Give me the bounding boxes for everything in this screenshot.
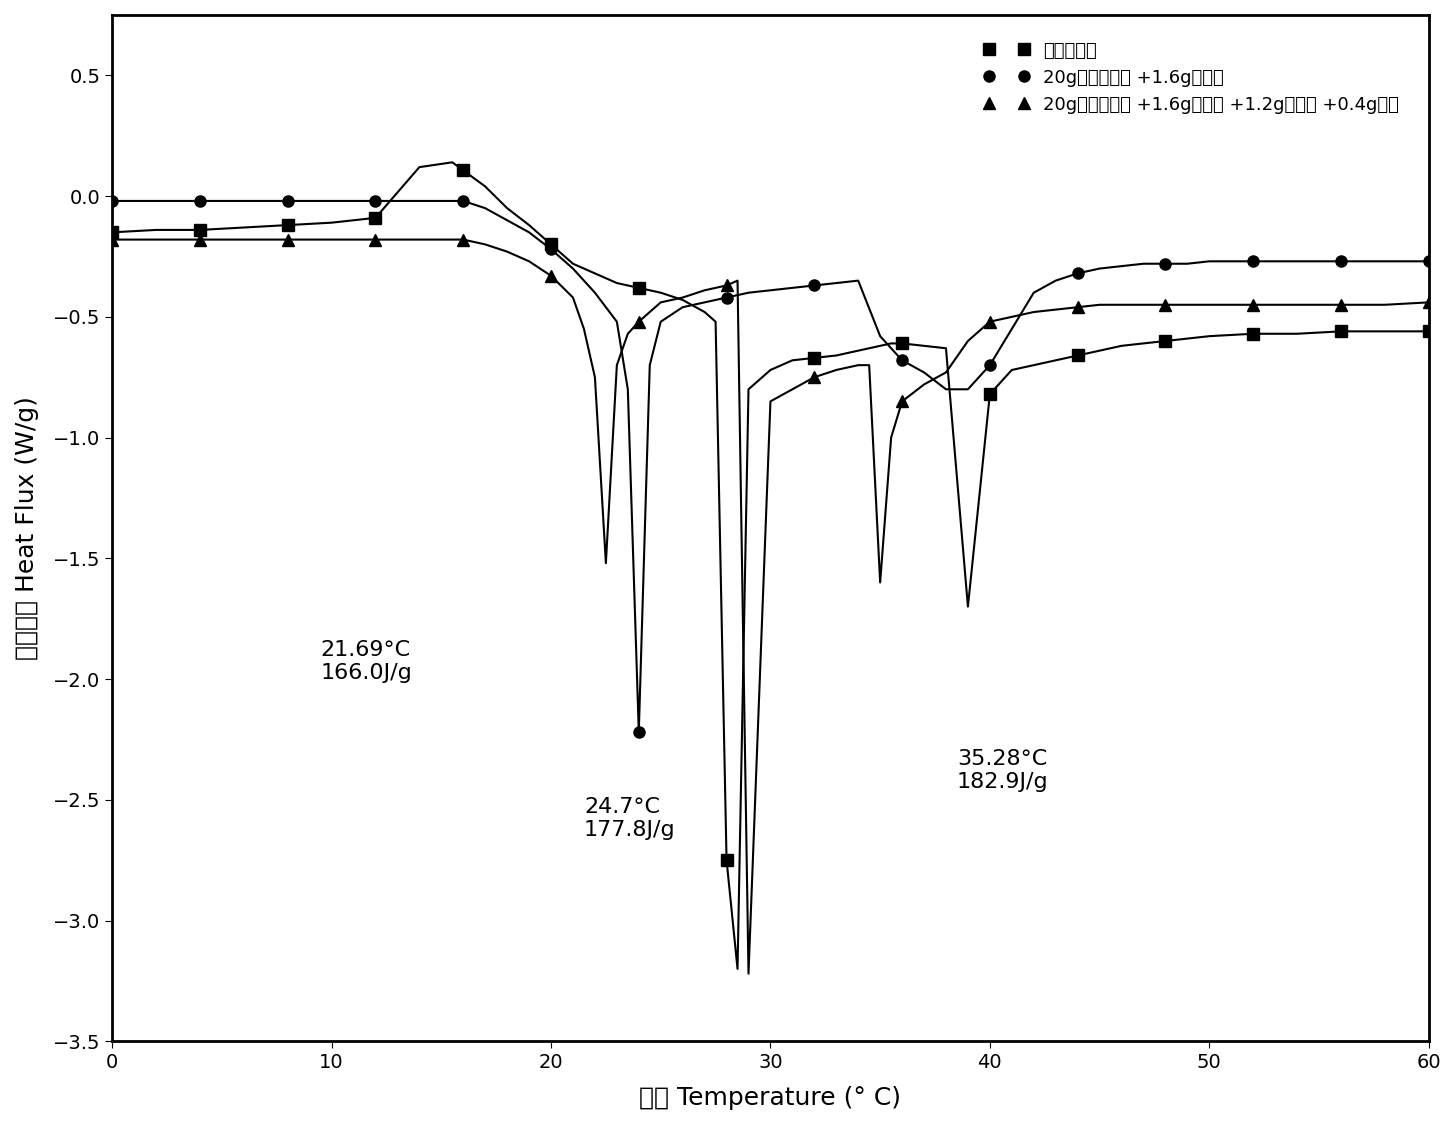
Text: 24.7°C
177.8J/g: 24.7°C 177.8J/g <box>584 796 676 840</box>
20g磷酸氢二钠 +1.6g氯化钾 <box>1332 254 1350 268</box>
磷酸氢二钠 <box>280 218 297 232</box>
20g磷酸氢二钠 +1.6g氯化钾 <box>894 353 911 367</box>
20g磷酸氢二钠 +1.6g氯化钾 <box>1156 256 1174 270</box>
磷酸氢二钠 <box>981 387 999 400</box>
20g磷酸氢二钠 +1.6g氯化钾 <box>718 290 735 304</box>
20g磷酸氢二钠 +1.6g氯化钾 +1.2g硅酸钠 +0.4g石墨 <box>191 233 208 246</box>
磷酸氢二钠 <box>718 854 735 867</box>
20g磷酸氢二钠 +1.6g氯化钾 +1.2g硅酸钠 +0.4g石墨 <box>1245 298 1262 312</box>
磷酸氢二钠 <box>1156 334 1174 348</box>
20g磷酸氢二钠 +1.6g氯化钾 +1.2g硅酸钠 +0.4g石墨 <box>1420 296 1437 309</box>
磷酸氢二钠 <box>191 223 208 236</box>
磷酸氢二钠 <box>454 163 472 177</box>
磷酸氢二钠 <box>542 237 559 251</box>
磷酸氢二钠 <box>367 212 384 225</box>
磷酸氢二钠 <box>894 336 911 350</box>
20g磷酸氢二钠 +1.6g氯化钾 +1.2g硅酸钠 +0.4g石墨 <box>103 233 121 246</box>
20g磷酸氢二钠 +1.6g氯化钾 +1.2g硅酸钠 +0.4g石墨 <box>981 315 999 328</box>
20g磷酸氢二钠 +1.6g氯化钾 <box>542 243 559 256</box>
磷酸氢二钠 <box>1332 325 1350 339</box>
20g磷酸氢二钠 +1.6g氯化钾 +1.2g硅酸钠 +0.4g石墨 <box>718 279 735 292</box>
20g磷酸氢二钠 +1.6g氯化钾 <box>454 195 472 208</box>
磷酸氢二钠 <box>1069 349 1086 362</box>
20g磷酸氢二钠 +1.6g氯化钾 <box>1420 254 1437 268</box>
20g磷酸氢二钠 +1.6g氯化钾 <box>805 279 823 292</box>
20g磷酸氢二钠 +1.6g氯化钾 +1.2g硅酸钠 +0.4g石墨 <box>805 370 823 384</box>
20g磷酸氢二钠 +1.6g氯化钾 <box>1245 254 1262 268</box>
磷酸氢二钠 <box>630 281 648 295</box>
20g磷酸氢二钠 +1.6g氯化钾 <box>191 195 208 208</box>
Text: 21.69°C
166.0J/g: 21.69°C 166.0J/g <box>320 640 412 683</box>
20g磷酸氢二钠 +1.6g氯化钾 +1.2g硅酸钠 +0.4g石墨 <box>542 269 559 282</box>
20g磷酸氢二钠 +1.6g氯化钾 +1.2g硅酸钠 +0.4g石墨 <box>894 395 911 408</box>
Text: 35.28°C
182.9J/g: 35.28°C 182.9J/g <box>957 748 1048 792</box>
20g磷酸氢二钠 +1.6g氯化钾 <box>103 195 121 208</box>
20g磷酸氢二钠 +1.6g氯化钾 +1.2g硅酸钠 +0.4g石墨 <box>454 233 472 246</box>
20g磷酸氢二钠 +1.6g氯化钾 <box>367 195 384 208</box>
Line: 磷酸氢二钠: 磷酸氢二钠 <box>106 164 1434 866</box>
Line: 20g磷酸氢二钠 +1.6g氯化钾 +1.2g硅酸钠 +0.4g石墨: 20g磷酸氢二钠 +1.6g氯化钾 +1.2g硅酸钠 +0.4g石墨 <box>106 234 1434 407</box>
20g磷酸氢二钠 +1.6g氯化钾 +1.2g硅酸钠 +0.4g石墨 <box>630 315 648 328</box>
磷酸氢二钠 <box>805 351 823 364</box>
20g磷酸氢二钠 +1.6g氯化钾 +1.2g硅酸钠 +0.4g石墨 <box>280 233 297 246</box>
20g磷酸氢二钠 +1.6g氯化钾 <box>630 726 648 739</box>
20g磷酸氢二钠 +1.6g氯化钾 <box>280 195 297 208</box>
磷酸氢二钠 <box>1245 327 1262 341</box>
20g磷酸氢二钠 +1.6g氯化钾 <box>981 359 999 372</box>
20g磷酸氢二钠 +1.6g氯化钾 +1.2g硅酸钠 +0.4g石墨 <box>1156 298 1174 312</box>
X-axis label: 温度 Temperature (° C): 温度 Temperature (° C) <box>639 1086 901 1110</box>
磷酸氢二钠 <box>1420 325 1437 339</box>
磷酸氢二钠 <box>103 226 121 240</box>
20g磷酸氢二钠 +1.6g氯化钾 +1.2g硅酸钠 +0.4g石墨 <box>1069 300 1086 314</box>
20g磷酸氢二钠 +1.6g氯化钾 +1.2g硅酸钠 +0.4g石墨 <box>367 233 384 246</box>
Legend: 磷酸氢二钠, 20g磷酸氢二钠 +1.6g氯化钾, 20g磷酸氢二钠 +1.6g氯化钾 +1.2g硅酸钠 +0.4g石墨: 磷酸氢二钠, 20g磷酸氢二钠 +1.6g氯化钾, 20g磷酸氢二钠 +1.6g… <box>977 34 1406 120</box>
Line: 20g磷酸氢二钠 +1.6g氯化钾: 20g磷酸氢二钠 +1.6g氯化钾 <box>106 196 1434 738</box>
20g磷酸氢二钠 +1.6g氯化钾 <box>1069 267 1086 280</box>
Y-axis label: 热流密度 Heat Flux (W/g): 热流密度 Heat Flux (W/g) <box>15 396 39 660</box>
20g磷酸氢二钠 +1.6g氯化钾 +1.2g硅酸钠 +0.4g石墨 <box>1332 298 1350 312</box>
